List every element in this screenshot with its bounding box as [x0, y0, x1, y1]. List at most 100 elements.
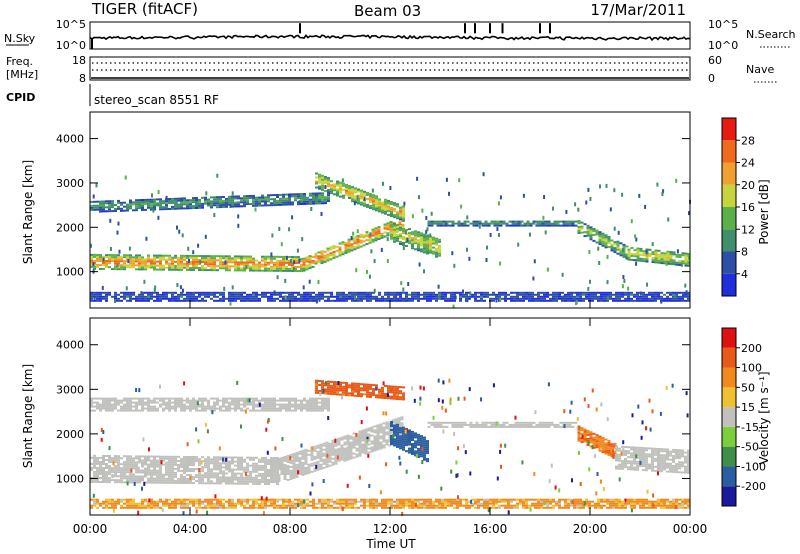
velocity-cell [349, 445, 353, 448]
power-cell [543, 293, 546, 296]
velocity-cell [264, 403, 267, 406]
velocity-cell [216, 458, 219, 461]
velocity-cell [396, 439, 399, 442]
power-cell [332, 253, 336, 255]
velocity-cell [171, 465, 174, 468]
power-cell [463, 222, 467, 225]
velocity-cell [138, 461, 141, 464]
power-cell [600, 293, 603, 296]
velocity-cell [135, 469, 138, 472]
power-cell [156, 297, 159, 300]
power-cell [402, 299, 405, 302]
velocity-cell [630, 468, 633, 471]
power-speckle [368, 274, 371, 279]
power-cell [589, 226, 593, 229]
velocity-cell [352, 440, 356, 443]
power-speckle [182, 288, 184, 293]
power-cell [177, 268, 180, 271]
power-speckle [561, 272, 564, 277]
power-cell [327, 291, 330, 294]
power-cell [264, 269, 267, 272]
power-cell [252, 196, 255, 199]
power-cell [369, 199, 372, 201]
power-cell [153, 295, 156, 298]
power-cell [159, 262, 162, 265]
power-cell [588, 291, 591, 294]
power-cell [222, 196, 225, 198]
velocity-cell [613, 450, 617, 453]
velocity-cell [228, 401, 231, 404]
power-speckle [205, 191, 208, 196]
velocity-cell [660, 464, 663, 467]
velocity-cell [420, 455, 423, 458]
velocity-cell [334, 450, 338, 453]
velocity-cell [361, 429, 365, 432]
power-cell [198, 299, 201, 302]
power-cell [528, 299, 531, 302]
power-cell [408, 299, 411, 302]
power-speckle [552, 206, 554, 211]
velocity-cell [414, 434, 417, 437]
power-cell [607, 241, 611, 244]
power-cell [350, 243, 354, 246]
power-cell [625, 255, 629, 258]
power-cell [420, 297, 423, 300]
power-cell [496, 222, 500, 225]
power-colorbar-label: Power [dB] [757, 179, 771, 244]
power-cell [375, 297, 378, 300]
power-cell [368, 237, 372, 240]
power-cell [180, 207, 183, 210]
power-speckle [366, 269, 368, 274]
velocity-cell [367, 435, 371, 438]
velocity-cell [475, 421, 479, 424]
power-cell [411, 231, 414, 234]
power-cell [438, 254, 441, 257]
power-cell [423, 243, 426, 246]
power-cell [453, 295, 456, 298]
power-cell [174, 254, 177, 257]
power-cell [180, 260, 183, 263]
velocity-cell [249, 470, 252, 473]
velocity-cell [390, 435, 393, 437]
power-cell [144, 264, 147, 267]
velocity-cell [123, 397, 126, 400]
velocity-cell [385, 431, 389, 434]
power-cell [225, 203, 228, 206]
velocity-cell [633, 460, 636, 463]
power-cell [472, 220, 476, 223]
power-speckle [90, 243, 92, 248]
velocity-cell [396, 435, 399, 438]
velocity-cell [436, 421, 440, 424]
velocity-cell [678, 453, 681, 456]
velocity-cell [210, 407, 213, 410]
velocity-cell [508, 423, 512, 426]
power-speckle [197, 243, 200, 248]
power-cell [507, 293, 510, 296]
power-cell [505, 224, 509, 227]
power-cell [546, 295, 549, 298]
velocity-cell [150, 409, 153, 412]
power-cell [114, 258, 117, 261]
velocity-cell [108, 477, 111, 480]
power-cell [156, 293, 159, 296]
velocity-cell [675, 467, 678, 470]
power-cell [174, 299, 177, 302]
velocity-cell [225, 407, 228, 410]
power-cell [108, 204, 111, 207]
velocity-cell [264, 407, 267, 410]
power-speckle [285, 255, 288, 260]
velocity-cell [108, 409, 111, 412]
velocity-cell [93, 472, 96, 475]
velocity-cell [405, 434, 408, 437]
power-cell [372, 206, 375, 209]
velocity-cell [295, 455, 299, 458]
power-cell [102, 206, 105, 209]
power-cell [282, 195, 285, 198]
velocity-cell [210, 480, 213, 483]
velocity-cell [331, 451, 335, 454]
velocity-cell [400, 422, 404, 425]
velocity-cell [370, 442, 374, 445]
power-cell [186, 256, 189, 259]
velocity-cell [273, 397, 276, 400]
velocity-cell [490, 425, 494, 428]
